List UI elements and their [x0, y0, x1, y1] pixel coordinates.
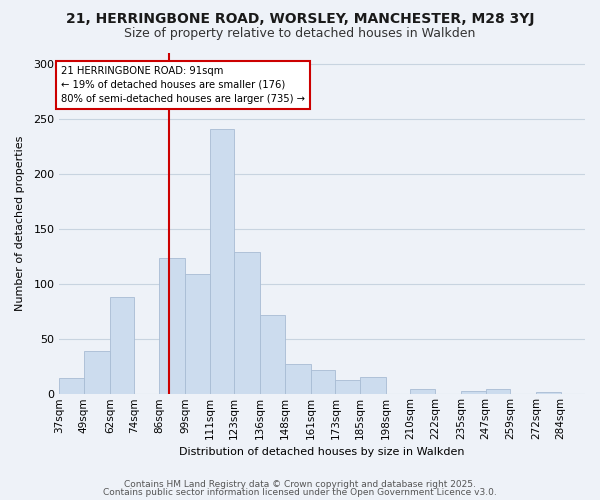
- Bar: [536, 392, 560, 394]
- Bar: [410, 389, 435, 394]
- Y-axis label: Number of detached properties: Number of detached properties: [15, 136, 25, 311]
- Bar: [335, 380, 360, 394]
- Bar: [110, 297, 134, 394]
- Bar: [209, 128, 234, 394]
- Bar: [59, 378, 83, 394]
- Text: 21 HERRINGBONE ROAD: 91sqm
← 19% of detached houses are smaller (176)
80% of sem: 21 HERRINGBONE ROAD: 91sqm ← 19% of deta…: [61, 66, 305, 104]
- X-axis label: Distribution of detached houses by size in Walkden: Distribution of detached houses by size …: [179, 448, 465, 458]
- Bar: [284, 364, 311, 394]
- Text: Size of property relative to detached houses in Walkden: Size of property relative to detached ho…: [124, 28, 476, 40]
- Bar: [159, 258, 185, 394]
- Bar: [185, 274, 209, 394]
- Text: 21, HERRINGBONE ROAD, WORSLEY, MANCHESTER, M28 3YJ: 21, HERRINGBONE ROAD, WORSLEY, MANCHESTE…: [66, 12, 534, 26]
- Bar: [311, 370, 335, 394]
- Bar: [485, 389, 510, 394]
- Bar: [83, 352, 110, 395]
- Bar: [461, 391, 485, 394]
- Text: Contains public sector information licensed under the Open Government Licence v3: Contains public sector information licen…: [103, 488, 497, 497]
- Text: Contains HM Land Registry data © Crown copyright and database right 2025.: Contains HM Land Registry data © Crown c…: [124, 480, 476, 489]
- Bar: [360, 376, 386, 394]
- Bar: [260, 315, 284, 394]
- Bar: [234, 252, 260, 394]
